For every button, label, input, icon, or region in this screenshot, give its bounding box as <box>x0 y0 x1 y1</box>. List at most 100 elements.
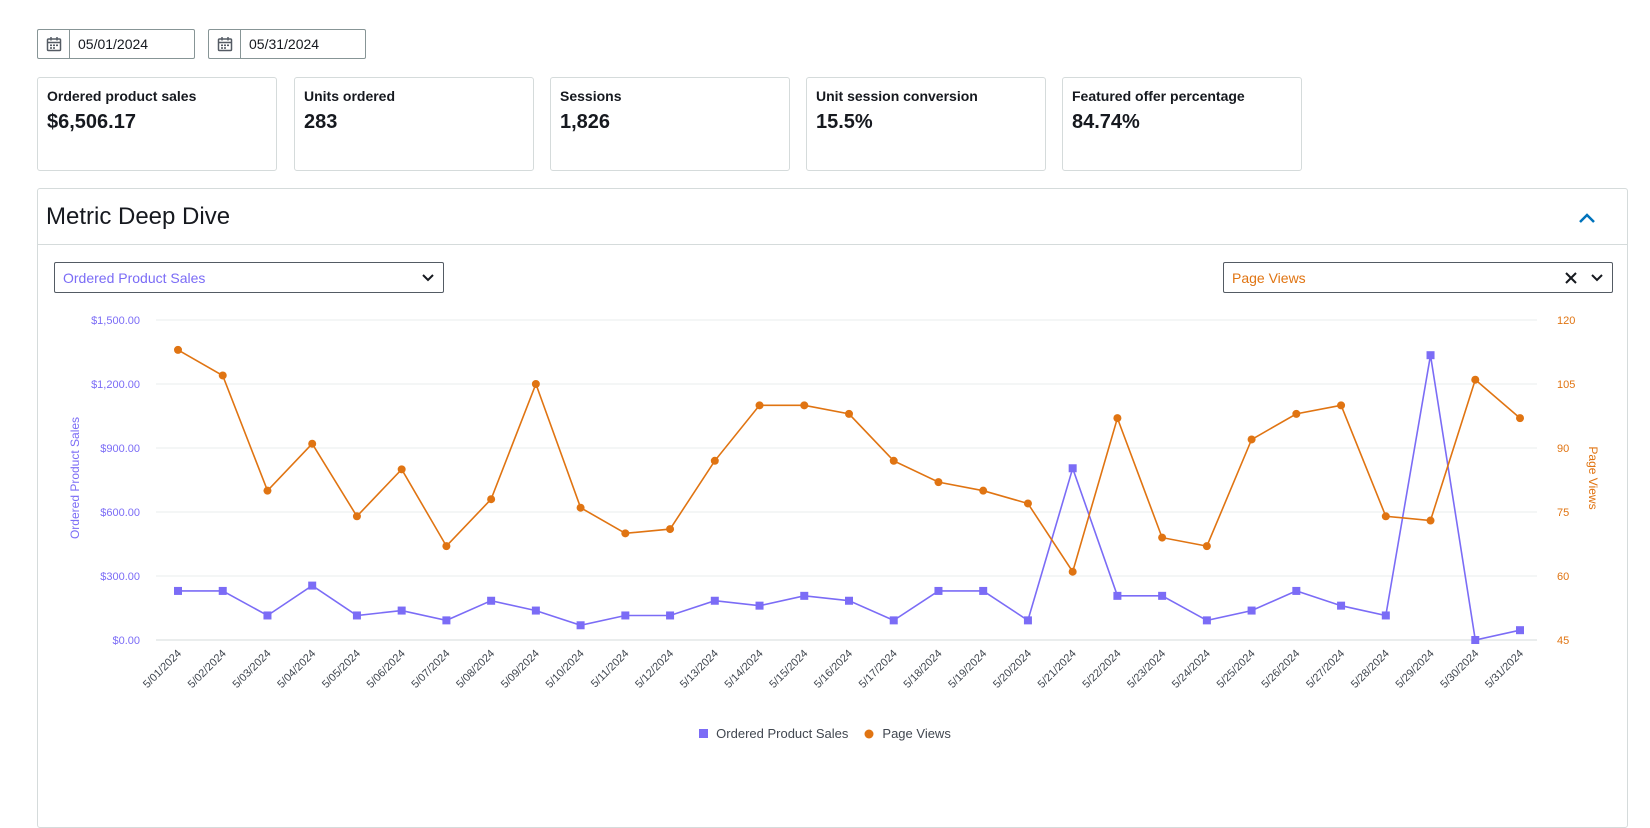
x-tick-label: 5/26/2024 <box>1259 648 1302 691</box>
x-tick-label: 5/30/2024 <box>1438 648 1481 691</box>
close-icon[interactable] <box>1564 271 1578 285</box>
circle-marker-icon <box>864 729 874 738</box>
x-tick-label: 5/01/2024 <box>141 648 184 691</box>
page-views-point <box>1292 409 1301 418</box>
legend-label: Page Views <box>882 726 951 741</box>
y-tick-label-left: $600.00 <box>100 507 140 519</box>
sales-point <box>174 586 182 595</box>
y-tick-label-left: $900.00 <box>100 443 140 455</box>
page-views-point <box>397 465 406 474</box>
sales-point <box>755 601 764 610</box>
end-date-input[interactable]: 05/31/2024 <box>208 29 366 59</box>
x-tick-label: 5/18/2024 <box>901 648 944 691</box>
page-views-point <box>1113 414 1122 423</box>
metric-card-sessions[interactable]: Sessions 1,826 <box>550 77 790 171</box>
page-views-point <box>934 478 943 487</box>
page-views-point <box>174 345 182 354</box>
sales-point <box>1426 351 1435 360</box>
metric-card-unit-session-conversion[interactable]: Unit session conversion 15.5% <box>806 77 1046 171</box>
x-tick-label: 5/22/2024 <box>1080 648 1123 691</box>
sales-point <box>1337 601 1346 610</box>
right-metric-value: Page Views <box>1232 269 1306 286</box>
metric-label: Featured offer percentage <box>1072 88 1245 104</box>
sales-point <box>397 606 406 615</box>
start-date-input[interactable]: 05/01/2024 <box>37 29 195 59</box>
x-tick-label: 5/24/2024 <box>1170 648 1213 691</box>
y-tick-label-right: 75 <box>1557 507 1569 519</box>
metric-label: Ordered product sales <box>47 88 197 104</box>
sales-point <box>889 616 898 625</box>
page-views-point <box>979 486 988 495</box>
chart-legend: Ordered Product Sales Page Views <box>0 726 1650 741</box>
y-tick-label-right: 120 <box>1557 315 1575 327</box>
x-tick-label: 5/11/2024 <box>589 648 632 691</box>
metric-label: Unit session conversion <box>816 88 978 104</box>
x-tick-label: 5/05/2024 <box>320 648 363 691</box>
metric-line-chart: $0.00 $300.00 $600.00 $900.00 $1,200.00 $1,50… <box>68 315 1600 691</box>
x-tick-label: 5/13/2024 <box>678 648 721 691</box>
sales-point <box>710 596 719 605</box>
legend-label: Ordered Product Sales <box>716 726 849 741</box>
sales-point <box>934 586 943 595</box>
page-views-point <box>1158 533 1167 542</box>
sales-point <box>531 606 540 615</box>
sales-point <box>308 581 317 590</box>
x-tick-label: 5/07/2024 <box>409 648 452 691</box>
y-tick-label-left: $300.00 <box>100 571 140 583</box>
metric-card-ordered-product-sales[interactable]: Ordered product sales $6,506.17 <box>37 77 277 171</box>
x-tick-label: 5/14/2024 <box>723 648 766 691</box>
sales-point <box>1516 626 1524 635</box>
panel-title: Metric Deep Dive <box>46 203 231 230</box>
left-metric-select[interactable]: Ordered Product Sales <box>54 262 444 293</box>
page-views-point <box>845 409 853 418</box>
y-tick-label-right: 60 <box>1557 571 1569 583</box>
calendar-icon[interactable] <box>209 30 241 58</box>
sales-point <box>487 596 496 605</box>
metric-label: Units ordered <box>304 88 396 104</box>
collapse-button[interactable] <box>1577 209 1597 227</box>
x-tick-label: 5/12/2024 <box>633 648 676 691</box>
sales-point <box>576 621 585 630</box>
sales-point <box>1158 591 1167 600</box>
x-tick-label: 5/21/2024 <box>1036 648 1079 691</box>
y-tick-label-right: 90 <box>1557 443 1569 455</box>
x-tick-label: 5/27/2024 <box>1304 648 1347 691</box>
metric-card-featured-offer-percentage[interactable]: Featured offer percentage 84.74% <box>1062 77 1302 171</box>
sales-point <box>218 586 227 595</box>
legend-item-page-views[interactable]: Page Views <box>864 726 951 741</box>
x-tick-label: 5/03/2024 <box>230 648 273 691</box>
page-views-point <box>710 456 719 465</box>
x-tick-label: 5/15/2024 <box>767 648 810 691</box>
page-views-point <box>308 439 317 448</box>
page-views-point <box>1247 435 1256 444</box>
sales-point <box>666 611 675 620</box>
x-tick-label: 5/17/2024 <box>857 648 900 691</box>
page-views-line <box>177 349 1521 574</box>
metric-value: 84.74% <box>1072 111 1140 133</box>
x-tick-label: 5/19/2024 <box>946 648 989 691</box>
page-views-point <box>666 525 675 534</box>
page-views-point <box>487 495 496 504</box>
calendar-icon[interactable] <box>38 30 70 58</box>
metric-card-units-ordered[interactable]: Units ordered 283 <box>294 77 534 171</box>
page-views-point <box>1471 375 1480 384</box>
right-metric-select[interactable]: Page Views <box>1223 262 1613 293</box>
sales-point <box>1381 611 1390 620</box>
sales-point <box>979 586 988 595</box>
left-metric-value: Ordered Product Sales <box>63 269 206 286</box>
y-tick-label-right: 105 <box>1557 379 1575 391</box>
page-views-point <box>1202 542 1211 551</box>
end-date-value: 05/31/2024 <box>249 36 320 52</box>
page-views-point <box>1337 401 1346 410</box>
page-views-point <box>800 401 809 410</box>
page-views-point <box>755 401 764 410</box>
sales-point <box>845 596 853 605</box>
metric-label: Sessions <box>560 88 622 104</box>
metric-value: 283 <box>304 111 338 133</box>
x-tick-label: 5/23/2024 <box>1125 648 1168 691</box>
chevron-up-icon <box>1579 213 1595 223</box>
sales-point <box>1068 464 1077 473</box>
metric-deep-dive-panel: Metric Deep Dive <box>37 188 1628 828</box>
legend-item-sales[interactable]: Ordered Product Sales <box>699 726 848 741</box>
sales-point <box>1247 606 1256 615</box>
